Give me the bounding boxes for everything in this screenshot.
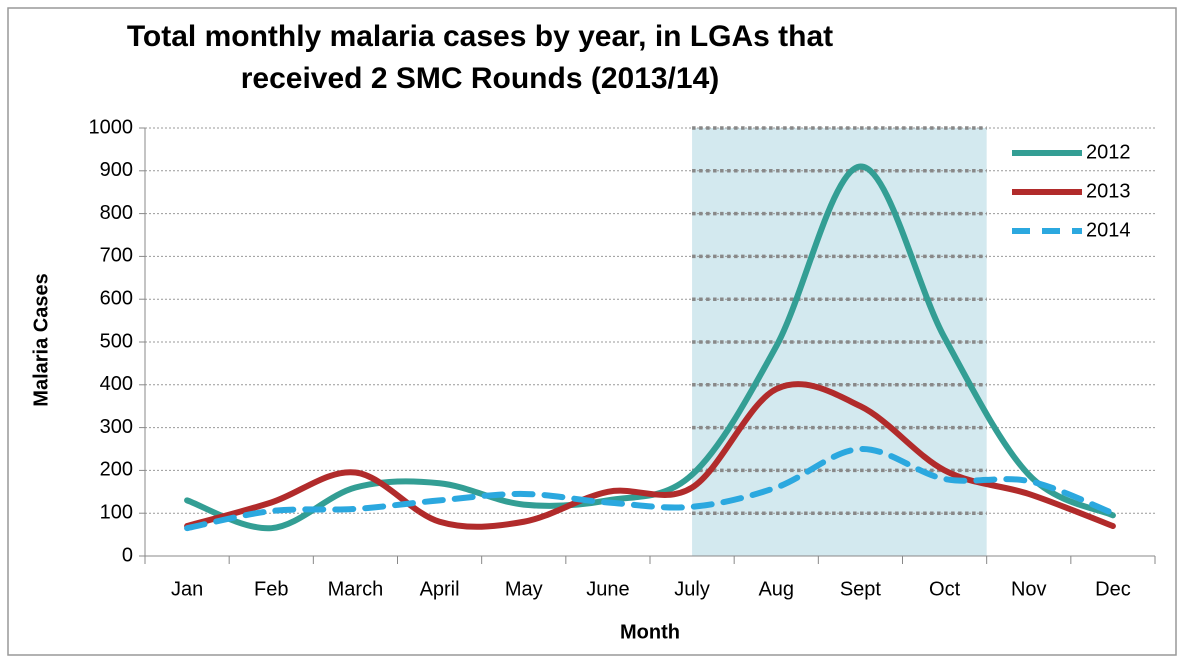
series-line [184,381,1116,530]
x-axis-label: Month [620,621,680,643]
series-line [184,163,1116,532]
y-tick-label: 900 [100,159,133,181]
legend-label: 2012 [1086,141,1131,163]
y-tick-label: 600 [100,287,133,309]
chart-title: Total monthly malaria cases by year, in … [126,20,834,95]
y-tick-label: 100 [100,501,133,523]
series-line [184,445,1116,532]
y-tick-label: 0 [122,544,133,566]
y-tick-label: 1000 [89,116,134,138]
x-tick-label: May [505,578,543,600]
x-tick-label: Aug [758,578,794,600]
y-tick-label: 200 [100,459,133,481]
legend-label: 2013 [1086,180,1131,202]
y-tick-label: 400 [100,373,133,395]
x-tick-label: Jan [171,578,203,600]
x-tick-label: April [420,578,460,600]
y-axis-label: Malaria Cases [30,273,52,406]
x-tick-label: March [328,578,384,600]
x-tick-label: June [586,578,629,600]
frame [7,7,1177,656]
x-tick-label: Sept [840,578,882,600]
x-tick-label: Feb [254,578,288,600]
x-tick-label: Oct [929,578,961,600]
x-tick-label: Dec [1095,578,1131,600]
y-tick-label: 800 [100,202,133,224]
x-tick-label: July [674,578,710,600]
x-tick-label: Nov [1011,578,1047,600]
y-tick-label: 700 [100,245,133,267]
y-tick-label: 300 [100,416,133,438]
legend-label: 2014 [1086,219,1131,241]
y-tick-label: 500 [100,330,133,352]
